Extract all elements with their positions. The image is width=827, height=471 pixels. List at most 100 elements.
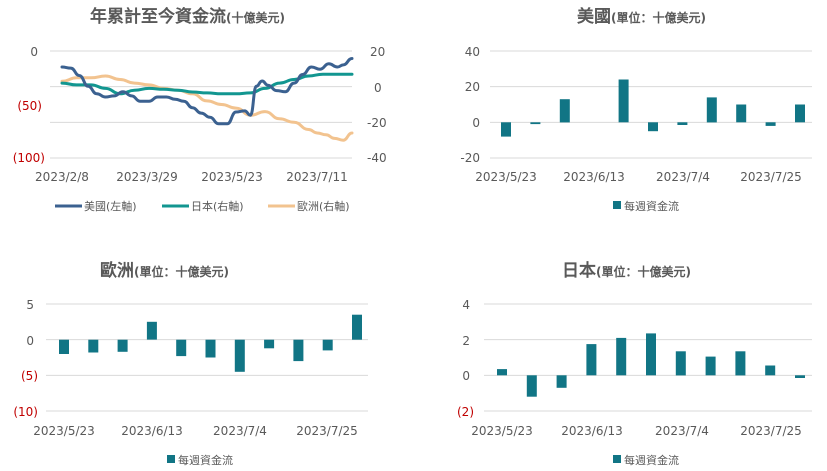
japan-bar [675, 351, 686, 376]
ytd-x-tick: 2023/7/11 [286, 170, 348, 184]
europe-chart-title: 歐洲(單位：十億美元) [100, 260, 229, 281]
japan-legend-label: 每週資金流 [624, 453, 679, 467]
us-bar [706, 97, 717, 123]
japan-legend-swatch [613, 455, 621, 463]
ytd-x-tick: 2023/5/23 [201, 170, 263, 184]
japan-bar [705, 356, 716, 376]
us-weekly-chart: 美國(單位：十億美元) 40 20 0 -20 2023/5/23 2023/6… [460, 6, 812, 213]
japan-y-tick: 2 [462, 334, 470, 348]
ytd-line-us [60, 57, 354, 126]
us-legend-label: 每週資金流 [624, 199, 679, 213]
us-bar [559, 99, 570, 123]
japan-y-tick: (2) [457, 405, 474, 419]
europe-gridlines [46, 303, 368, 412]
us-x-tick: 2023/6/13 [563, 170, 625, 184]
europe-y-tick: (10) [13, 405, 38, 419]
europe-bar [176, 339, 187, 357]
europe-legend-swatch [167, 455, 175, 463]
europe-title-main: 歐洲 [100, 260, 134, 281]
europe-bar [352, 314, 362, 340]
japan-bar [765, 365, 776, 376]
japan-weekly-chart: 日本(單位：十億美元) 4 2 0 (2) 2023/5/23 2023/6/1… [457, 260, 812, 467]
europe-weekly-chart: 歐洲(單位：十億美元) 5 0 (5) (10) 2023/5/23 2023/… [13, 260, 368, 467]
ytd-chart-title: 年累計至今資金流(十億美元) [90, 6, 285, 27]
ytd-legend: 美國(左軸) 日本(右軸) 歐洲(右軸) [55, 199, 350, 213]
us-title-main: 美國 [577, 6, 611, 27]
ytd-line-japan [60, 72, 354, 96]
japan-bar [556, 375, 567, 388]
ytd-title-main: 年累計至今資金流 [90, 6, 226, 27]
ytd-chart: 年累計至今資金流(十億美元) 0 (50) (100) 20 0 -20 -40… [13, 6, 387, 213]
ytd-right-tick: -40 [367, 151, 387, 165]
japan-bar [646, 333, 656, 376]
us-y-tick: 20 [465, 80, 480, 94]
japan-bar [526, 375, 537, 397]
legend-label-japan: 日本(右軸) [191, 199, 244, 213]
us-x-tick: 2023/7/4 [656, 170, 710, 184]
us-y-tick: -20 [460, 151, 480, 165]
ytd-line-europe [60, 74, 354, 142]
europe-x-tick: 2023/5/23 [33, 424, 95, 438]
ytd-gridlines [50, 50, 352, 159]
us-bar [618, 79, 629, 123]
ytd-series-lines [60, 57, 354, 142]
japan-x-tick: 2023/5/23 [471, 424, 533, 438]
europe-x-tick: 2023/6/13 [121, 424, 183, 438]
japan-bar [616, 337, 627, 376]
japan-x-tick: 2023/6/13 [561, 424, 623, 438]
japan-y-tick: 0 [462, 369, 470, 383]
ytd-left-tick: (100) [13, 151, 45, 165]
europe-bar [146, 321, 157, 340]
europe-bars [59, 314, 362, 372]
us-bar [501, 122, 511, 137]
ytd-right-tick: 0 [374, 81, 382, 95]
us-x-tick: 2023/5/23 [475, 170, 537, 184]
japan-title-main: 日本 [562, 260, 596, 281]
japan-x-tick: 2023/7/4 [655, 424, 709, 438]
japan-y-tick: 4 [462, 298, 470, 312]
legend-label-europe: 歐洲(右軸) [297, 199, 350, 213]
ytd-right-tick: 20 [370, 45, 385, 59]
japan-bar [586, 344, 597, 376]
us-chart-title: 美國(單位：十億美元) [577, 6, 706, 27]
europe-title-unit: (單位：十億美元) [134, 264, 229, 279]
ytd-left-tick: (50) [17, 99, 42, 113]
japan-chart-title: 日本(單位：十億美元) [562, 260, 691, 281]
ytd-x-tick: 2023/2/8 [35, 170, 89, 184]
japan-bar [735, 351, 746, 376]
us-y-tick: 40 [465, 45, 480, 59]
legend-label-us: 美國(左軸) [84, 199, 137, 213]
europe-bar [88, 339, 99, 353]
europe-y-tick: (5) [21, 369, 38, 383]
europe-bar [322, 339, 333, 351]
japan-bars [497, 333, 805, 397]
us-bar [765, 122, 776, 126]
us-y-tick: 0 [472, 116, 480, 130]
europe-bar [59, 339, 69, 354]
us-bar [795, 104, 805, 123]
japan-bar [795, 375, 805, 378]
us-title-unit: (單位：十億美元) [611, 10, 706, 25]
europe-x-tick: 2023/7/4 [213, 424, 267, 438]
europe-bar [234, 339, 245, 372]
europe-bar [205, 339, 216, 358]
europe-bar [117, 339, 128, 352]
europe-y-tick: 5 [26, 298, 34, 312]
us-legend-swatch [613, 201, 621, 209]
ytd-title-unit: (十億美元) [226, 10, 285, 25]
us-bar [530, 122, 541, 125]
europe-y-tick: 0 [26, 334, 34, 348]
us-bar [736, 104, 747, 123]
us-gridlines [490, 50, 812, 159]
japan-bar [497, 369, 507, 376]
us-bars [501, 79, 805, 137]
ytd-right-tick: -20 [367, 116, 387, 130]
europe-bar [264, 339, 275, 349]
europe-x-tick: 2023/7/25 [296, 424, 358, 438]
europe-legend-label: 每週資金流 [178, 453, 233, 467]
europe-bar [293, 339, 304, 362]
us-bar [677, 122, 688, 125]
ytd-x-tick: 2023/3/29 [116, 170, 178, 184]
us-bar [648, 122, 658, 132]
